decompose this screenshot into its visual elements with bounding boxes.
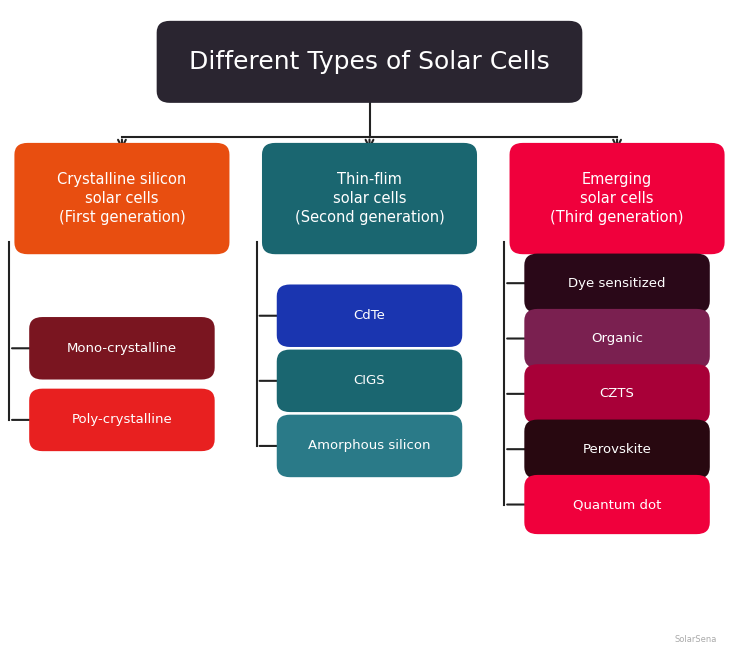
FancyBboxPatch shape <box>510 143 724 255</box>
FancyBboxPatch shape <box>157 21 582 103</box>
Text: CdTe: CdTe <box>353 309 386 322</box>
Text: Different Types of Solar Cells: Different Types of Solar Cells <box>189 50 550 74</box>
Text: Poly-crystalline: Poly-crystalline <box>72 413 172 426</box>
FancyBboxPatch shape <box>524 309 709 368</box>
Text: SolarSena: SolarSena <box>675 635 717 644</box>
Text: Amorphous silicon: Amorphous silicon <box>308 439 431 452</box>
Text: Dye sensitized: Dye sensitized <box>568 277 666 290</box>
Text: CZTS: CZTS <box>599 387 635 400</box>
Text: Thin-flim
solar cells
(Second generation): Thin-flim solar cells (Second generation… <box>295 172 444 225</box>
FancyBboxPatch shape <box>276 350 463 412</box>
FancyBboxPatch shape <box>276 415 463 477</box>
Text: Crystalline silicon
solar cells
(First generation): Crystalline silicon solar cells (First g… <box>58 172 186 225</box>
Text: Mono-crystalline: Mono-crystalline <box>67 342 177 355</box>
Text: Emerging
solar cells
(Third generation): Emerging solar cells (Third generation) <box>551 172 684 225</box>
FancyBboxPatch shape <box>276 284 463 347</box>
Text: Organic: Organic <box>591 332 643 345</box>
FancyBboxPatch shape <box>524 254 709 313</box>
FancyBboxPatch shape <box>262 143 477 255</box>
Text: Quantum dot: Quantum dot <box>573 498 661 511</box>
FancyBboxPatch shape <box>30 389 215 451</box>
FancyBboxPatch shape <box>15 143 229 255</box>
FancyBboxPatch shape <box>524 420 709 479</box>
Text: Perovskite: Perovskite <box>582 443 652 456</box>
FancyBboxPatch shape <box>524 365 709 424</box>
FancyBboxPatch shape <box>524 475 709 534</box>
FancyBboxPatch shape <box>30 317 215 380</box>
Text: CIGS: CIGS <box>354 374 385 387</box>
